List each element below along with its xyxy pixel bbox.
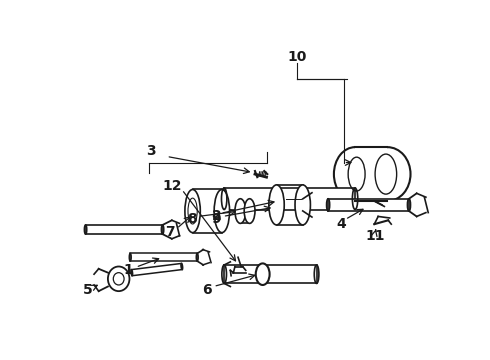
- Polygon shape: [86, 225, 163, 234]
- Ellipse shape: [244, 199, 255, 223]
- Ellipse shape: [185, 189, 200, 233]
- Ellipse shape: [334, 147, 376, 201]
- Text: 5: 5: [83, 283, 93, 297]
- Polygon shape: [130, 253, 197, 261]
- Polygon shape: [193, 189, 222, 233]
- Ellipse shape: [269, 185, 284, 225]
- Ellipse shape: [108, 266, 129, 291]
- Text: 8: 8: [187, 212, 196, 226]
- Polygon shape: [328, 199, 409, 211]
- Text: 4: 4: [336, 217, 346, 231]
- Text: 9: 9: [212, 212, 221, 226]
- Ellipse shape: [295, 185, 311, 225]
- Text: 3: 3: [146, 144, 156, 158]
- Polygon shape: [276, 185, 303, 225]
- Polygon shape: [224, 188, 355, 210]
- Text: 6: 6: [202, 283, 212, 297]
- Text: 7: 7: [165, 225, 174, 239]
- Polygon shape: [355, 147, 388, 201]
- Text: 12: 12: [162, 179, 182, 193]
- Text: 1: 1: [123, 264, 133, 277]
- Text: 11: 11: [366, 229, 385, 243]
- Text: 2: 2: [212, 210, 221, 224]
- Ellipse shape: [365, 147, 411, 201]
- Text: 10: 10: [288, 50, 307, 64]
- Polygon shape: [224, 265, 317, 283]
- Polygon shape: [131, 264, 182, 276]
- Ellipse shape: [235, 199, 245, 223]
- Polygon shape: [240, 199, 249, 223]
- Ellipse shape: [214, 189, 229, 233]
- Ellipse shape: [256, 264, 270, 285]
